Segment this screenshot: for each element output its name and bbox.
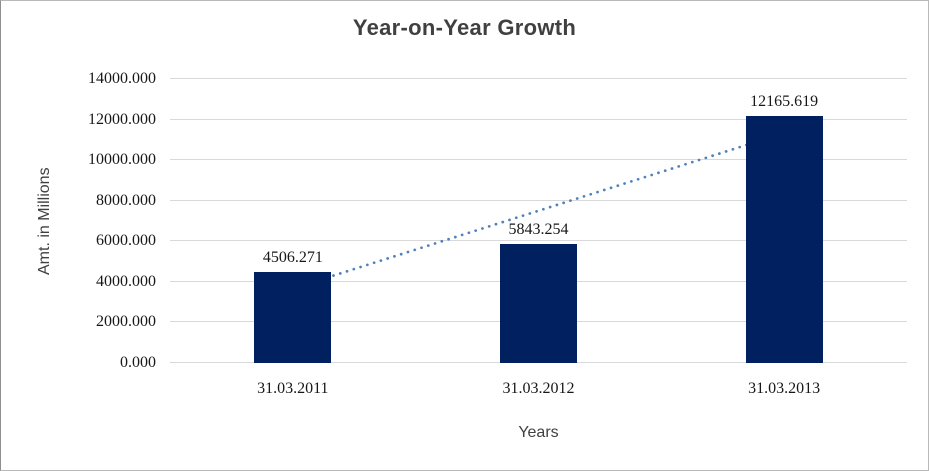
y-axis-tick-label: 2000.000 [96, 313, 156, 331]
gridline [170, 240, 907, 242]
x-axis-tick-label: 31.03.2011 [257, 380, 329, 397]
bar-31.03.2012 [500, 244, 577, 363]
x-axis-title: Years [518, 424, 559, 441]
y-axis-tick-label: 4000.000 [96, 272, 156, 290]
y-axis-tick-label: 6000.000 [96, 232, 156, 250]
x-axis-tick-label: 31.03.2013 [748, 380, 821, 397]
trendline [291, 131, 786, 290]
gridline [170, 78, 907, 79]
data-label: 5843.254 [508, 221, 569, 239]
x-axis-tick-label: 31.03.2012 [502, 380, 575, 397]
bar-31.03.2011 [254, 271, 332, 363]
gridline [170, 118, 907, 120]
gridline [170, 199, 907, 201]
gridline [170, 159, 907, 161]
x-axis-ticks: 31.03.2011 31.03.2012 31.03.2013 [170, 379, 907, 401]
y-axis-tick-label: 12000.000 [88, 110, 156, 128]
bar-31.03.2013 [745, 116, 823, 363]
plot-area: 4506.271 5843.254 12165.619 [170, 78, 907, 363]
y-axis-tick-label: 14000.000 [88, 70, 156, 87]
chart-title: Year-on-Year Growth [352, 15, 577, 40]
data-label: 12165.619 [750, 93, 819, 111]
data-label: 4506.271 [262, 248, 323, 266]
y-axis-tick-label: 10000.000 [88, 151, 156, 169]
y-axis-tick-label: 8000.000 [96, 191, 156, 209]
y-axis-ticks: 0.000 2000.000 4000.000 6000.000 8000.000 100… [1, 70, 156, 371]
y-axis-tick-label: 0.000 [120, 354, 156, 371]
